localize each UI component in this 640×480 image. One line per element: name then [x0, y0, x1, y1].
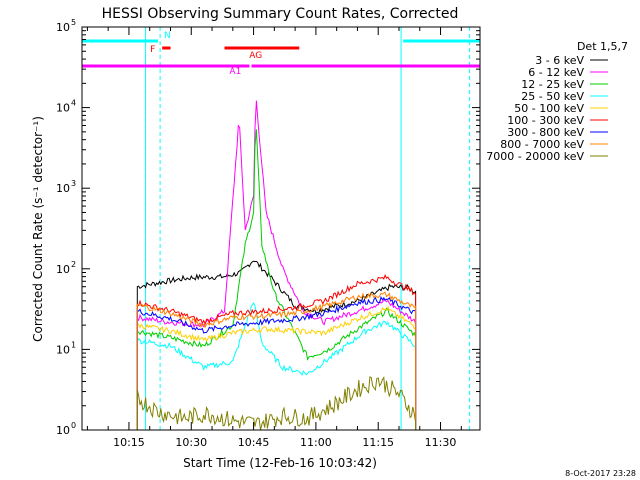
series-line-7 — [136, 291, 417, 430]
y-tick-label: 10 — [56, 263, 70, 276]
series-line-4 — [136, 305, 417, 430]
y-tick-exponent: 3 — [71, 179, 76, 188]
y-axis-label: Corrected Count Rate (s⁻¹ detector⁻¹) — [31, 116, 45, 342]
legend-entry-label: 12 - 25 keV — [521, 78, 584, 91]
legend-entry-label: 3 - 6 keV — [535, 54, 584, 67]
y-tick-label: 10 — [56, 21, 70, 34]
chart-title: HESSI Observing Summary Count Rates, Cor… — [102, 6, 459, 22]
series-line-3 — [136, 302, 417, 430]
y-tick-label: 10 — [56, 182, 70, 195]
x-axis-label: Start Time (12-Feb-16 10:03:42) — [183, 456, 377, 470]
legend-entry-label: 100 - 300 keV — [507, 114, 584, 127]
state-bar-label: AG — [249, 51, 262, 61]
series-line-2 — [136, 129, 417, 430]
state-bar-label: A1 — [229, 67, 241, 77]
legend-entry-label: 300 - 800 keV — [507, 126, 584, 139]
legend-entry-label: 25 - 50 keV — [521, 90, 584, 103]
footer-timestamp: 8-Oct-2017 23:28 — [565, 469, 636, 478]
y-tick-exponent: 0 — [71, 421, 76, 430]
state-bar-label: F — [150, 45, 155, 55]
series-line-6 — [136, 295, 417, 430]
y-tick-label: 10 — [56, 424, 70, 437]
plot-area: NF AG A1 — [82, 27, 480, 431]
legend-title: Det 1,5,7 — [577, 40, 628, 53]
x-tick-label: 11:00 — [300, 436, 332, 449]
series-line-0 — [136, 260, 417, 430]
legend-entry-label: 800 - 7000 keV — [500, 138, 584, 151]
y-tick-exponent: 1 — [71, 340, 76, 349]
x-tick-label: 10:15 — [113, 436, 145, 449]
x-tick-label: 11:15 — [362, 436, 394, 449]
legend-entry-label: 6 - 12 keV — [528, 66, 584, 79]
series-line-1 — [136, 100, 417, 430]
y-tick-exponent: 2 — [71, 260, 76, 269]
state-bar-label: N — [164, 31, 171, 41]
y-tick-label: 10 — [56, 343, 70, 356]
plot-frame — [81, 26, 481, 431]
y-tick-label: 10 — [56, 102, 70, 115]
series-line-8 — [136, 376, 417, 431]
legend-entry-label: 7000 - 20000 keV — [486, 150, 584, 163]
y-tick-exponent: 5 — [71, 18, 76, 27]
legend-entry-label: 50 - 100 keV — [514, 102, 584, 115]
y-tick-exponent: 4 — [71, 99, 76, 108]
x-tick-label: 11:30 — [425, 436, 457, 449]
series-line-5 — [136, 273, 417, 430]
x-tick-label: 10:30 — [175, 436, 207, 449]
x-tick-label: 10:45 — [238, 436, 270, 449]
